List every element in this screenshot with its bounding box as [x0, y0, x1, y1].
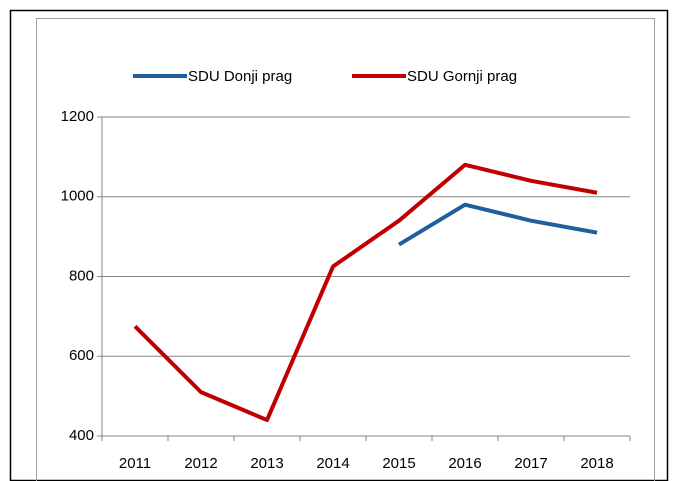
legend-label: SDU Donji prag [188, 68, 292, 85]
x-tick-label: 2017 [514, 455, 547, 472]
x-tick-label: 2012 [184, 455, 217, 472]
legend-label: SDU Gornji prag [407, 68, 517, 85]
y-tick-label: 1000 [61, 188, 94, 205]
y-tick-label: 800 [69, 267, 94, 284]
y-tick-label: 1200 [61, 108, 94, 125]
y-tick-label: 400 [69, 427, 94, 444]
x-tick-label: 2011 [119, 455, 151, 472]
outer-frame [9, 9, 669, 481]
series-line [397, 202, 598, 247]
x-tick-label: 2014 [316, 455, 349, 472]
x-tick-label: 2013 [250, 455, 283, 472]
series-line [133, 162, 598, 423]
x-tick-label: 2018 [580, 455, 613, 472]
x-tick-label: 2015 [382, 455, 415, 472]
y-tick-label: 600 [69, 347, 94, 364]
chart-frame [36, 18, 655, 481]
x-tick-label: 2016 [448, 455, 481, 472]
